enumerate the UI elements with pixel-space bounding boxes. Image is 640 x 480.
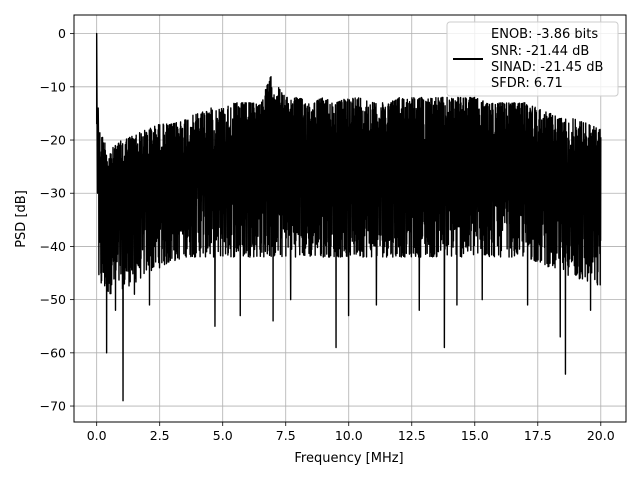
ticks-layer: 0.0 2.5 5.0 7.5 10.0 12.5 15.0 17.5 20.0 0 −10 −20 −… bbox=[40, 26, 615, 443]
x-tick-label: 0.0 bbox=[87, 428, 107, 443]
legend-enob: ENOB: -3.86 bits bbox=[491, 27, 598, 42]
x-tick-label: 10.0 bbox=[335, 428, 363, 443]
legend-sfdr: SFDR: 6.71 bbox=[491, 76, 563, 91]
x-tick-label: 20.0 bbox=[587, 428, 615, 443]
y-tick-label: −70 bbox=[40, 399, 66, 414]
axes-frame bbox=[73, 14, 627, 423]
y-tick-label: −50 bbox=[40, 292, 66, 307]
x-tick-label: 7.5 bbox=[276, 428, 296, 443]
y-tick-label: −10 bbox=[40, 79, 66, 94]
series-layer bbox=[95, 32, 602, 402]
y-tick-label: −30 bbox=[40, 186, 66, 201]
x-tick-label: 5.0 bbox=[213, 428, 233, 443]
psd-series-line bbox=[95, 32, 602, 402]
legend-snr: SNR: -21.44 dB bbox=[491, 44, 589, 59]
x-tick-label: 12.5 bbox=[398, 428, 426, 443]
y-axis-label: PSD [dB] bbox=[14, 190, 29, 248]
x-axis-label: Frequency [MHz] bbox=[294, 451, 403, 466]
legend: ENOB: -3.86 bits SNR: -21.44 dB SINAD: -… bbox=[446, 21, 619, 97]
x-tick-label: 2.5 bbox=[150, 428, 170, 443]
x-tick-label: 15.0 bbox=[461, 428, 489, 443]
y-tick-label: −60 bbox=[40, 345, 66, 360]
y-tick-label: 0 bbox=[58, 26, 66, 41]
y-tick-label: −40 bbox=[40, 239, 66, 254]
y-tick-label: −20 bbox=[40, 133, 66, 148]
legend-box bbox=[446, 21, 619, 97]
x-tick-label: 17.5 bbox=[524, 428, 552, 443]
legend-sinad: SINAD: -21.45 dB bbox=[491, 60, 603, 75]
